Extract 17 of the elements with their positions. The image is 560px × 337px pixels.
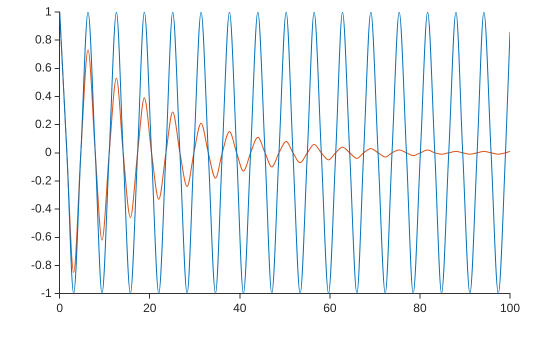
y-tick-label: 0.6 bbox=[34, 60, 52, 75]
y-tick-label: 0 bbox=[44, 145, 52, 160]
y-tick-label: -0.8 bbox=[30, 258, 52, 272]
y-tick-label: -0.6 bbox=[30, 230, 52, 244]
x-tick-label: 20 bbox=[143, 301, 157, 316]
y-tick-label: 0.4 bbox=[34, 88, 52, 103]
y-tick-label: -0.4 bbox=[30, 201, 52, 216]
y-tick-label: 0.2 bbox=[34, 116, 52, 131]
x-tick-label: 0 bbox=[56, 301, 64, 316]
y-tick-label: 1 bbox=[44, 4, 52, 18]
y-tick-label: -0.2 bbox=[30, 173, 52, 188]
x-tick-label: 100 bbox=[500, 301, 520, 316]
x-tick-label: 80 bbox=[413, 301, 427, 316]
x-tick-label: 40 bbox=[233, 301, 247, 316]
y-tick-label: -1 bbox=[41, 286, 52, 300]
y-tick-label: 0.8 bbox=[34, 32, 52, 46]
x-tick-label: 60 bbox=[323, 301, 337, 316]
